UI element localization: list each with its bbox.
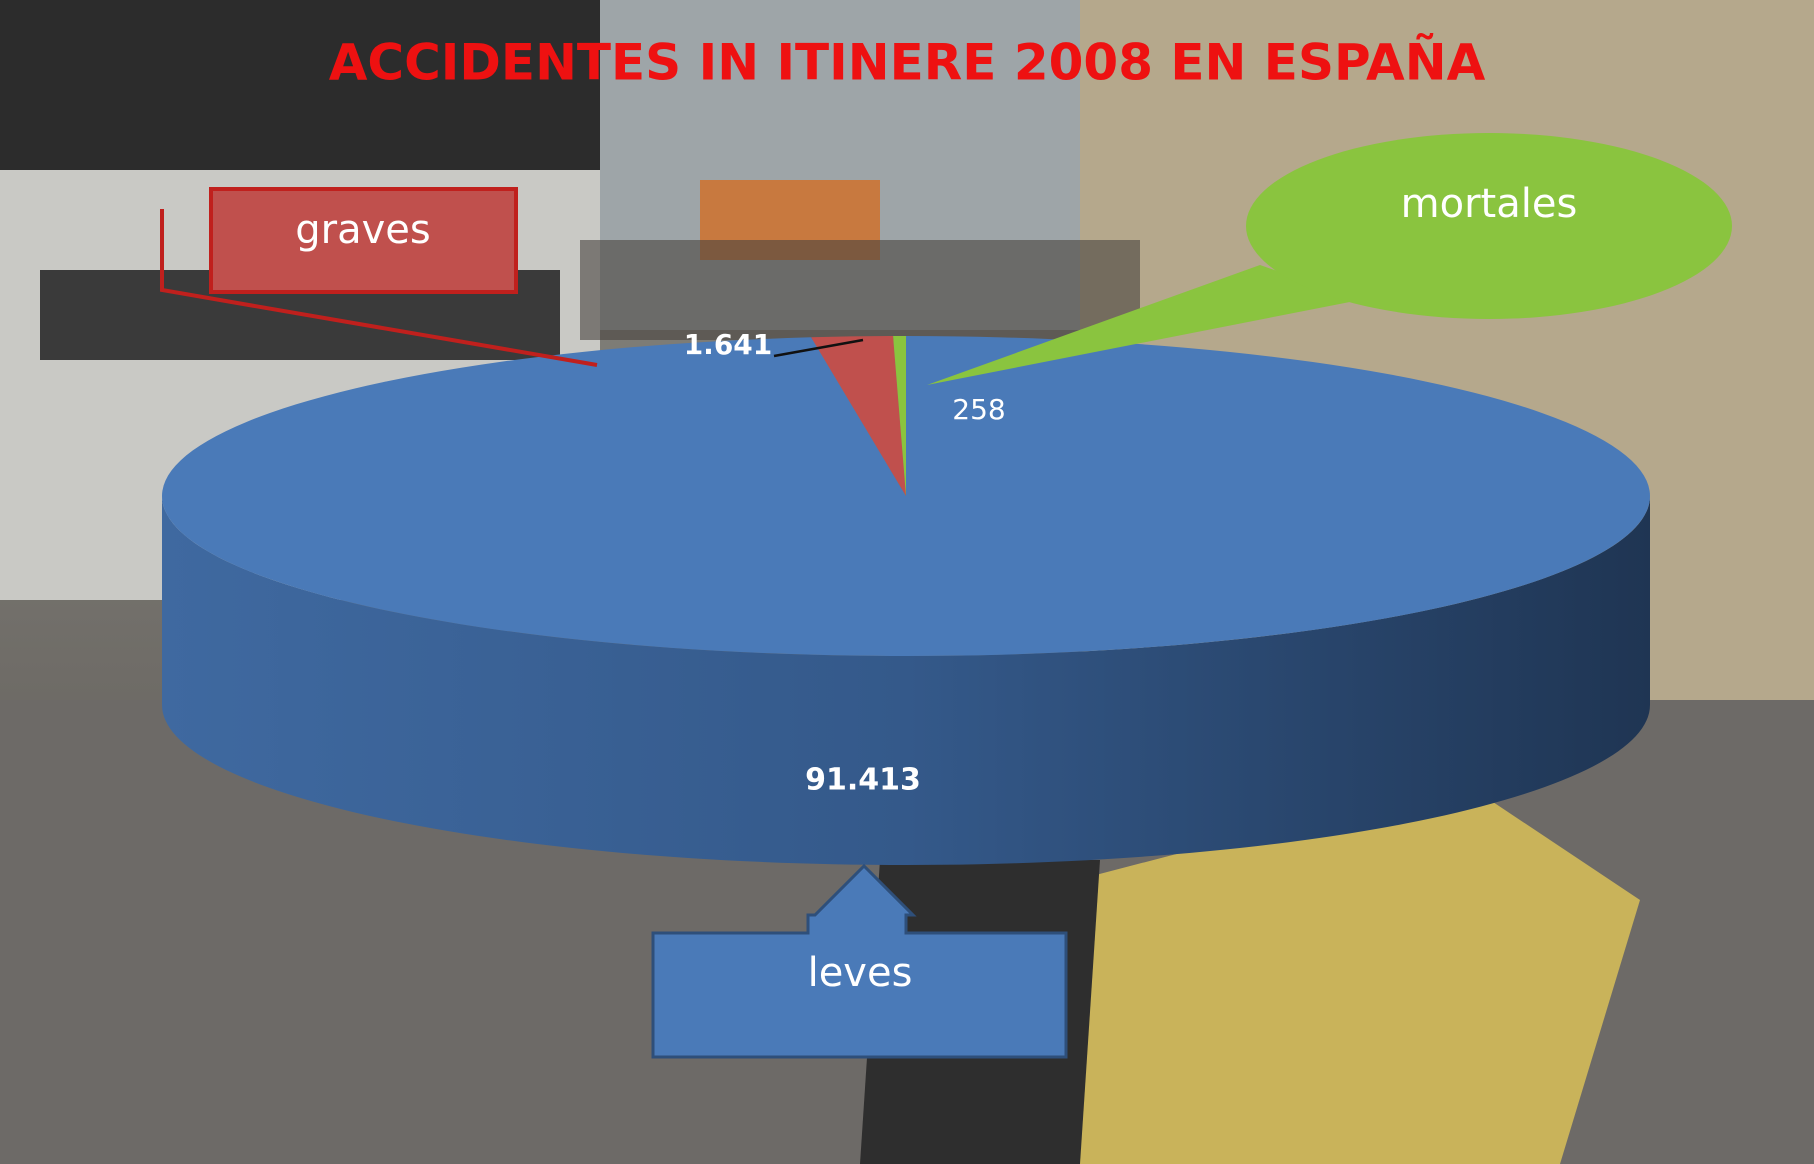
category-label: graves <box>295 207 430 253</box>
graves-callout <box>209 187 518 294</box>
graves-label-leader <box>773 338 864 358</box>
pie-slice <box>893 336 906 496</box>
category-label: mortales <box>1401 181 1578 227</box>
data-label: 258 <box>952 393 1005 426</box>
graves-leader <box>160 209 598 367</box>
chart-title: ACCIDENTES IN ITINERE 2008 EN ESPAÑA <box>329 33 1486 92</box>
pie <box>161 336 1650 865</box>
mortales-tail <box>927 265 1360 385</box>
data-label: 91.413 <box>805 763 921 798</box>
pie-slice <box>811 336 906 496</box>
data-label: 1.641 <box>684 328 773 361</box>
leves-callout <box>651 863 1068 1059</box>
mortales-callout <box>1246 133 1732 319</box>
category-label: leves <box>808 950 913 996</box>
pie-side <box>162 496 1650 865</box>
callouts <box>160 133 1732 1059</box>
pie-slice <box>161 336 1650 656</box>
